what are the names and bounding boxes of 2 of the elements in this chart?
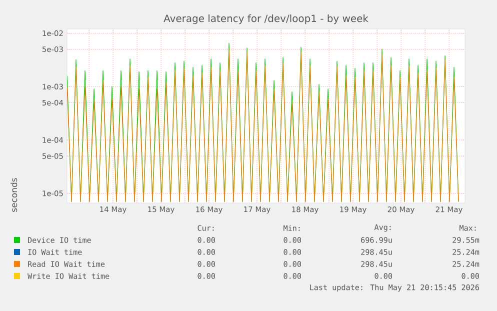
chart-title: Average latency for /dev/loop1 - by week <box>164 14 368 24</box>
y-axis-title: seconds <box>10 178 18 212</box>
